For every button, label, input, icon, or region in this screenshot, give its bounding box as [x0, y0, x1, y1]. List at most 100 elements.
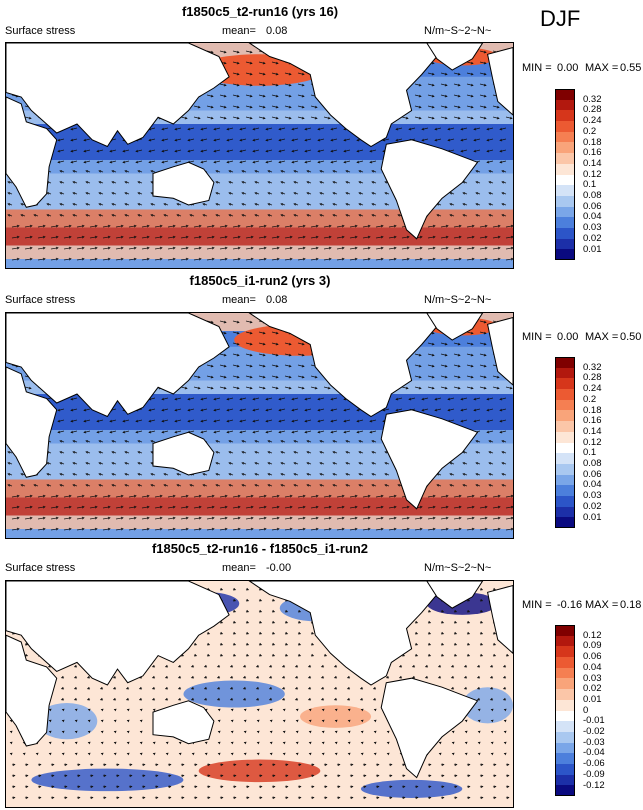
colorbar-tick-label: 0.32 — [583, 361, 602, 373]
colorbar-tick-label: -0.06 — [583, 758, 605, 770]
panel-1-colorbar — [555, 89, 575, 260]
panel-1-units: N/m~S~2~N~ — [424, 25, 492, 37]
land-greenland — [426, 581, 484, 609]
colorbar-tick-label: 0.28 — [583, 372, 602, 384]
panel-2-units: N/m~S~2~N~ — [424, 294, 492, 306]
colorbar-tick-label: 0.16 — [583, 147, 602, 159]
land-greenland — [426, 313, 484, 341]
colorbar-tick-label: 0.09 — [583, 640, 602, 652]
colorbar-tick-label: 0.08 — [583, 458, 602, 469]
stress-anomaly — [462, 687, 513, 724]
stress-anomaly — [183, 680, 285, 708]
colorbar-swatch — [555, 110, 575, 122]
panel-1-variable-label: Surface stress — [5, 25, 76, 37]
stress-band — [6, 227, 513, 246]
land-africa — [6, 366, 58, 478]
land-north-america — [248, 581, 443, 686]
colorbar-tick-label: 0.12 — [583, 629, 602, 641]
colorbar-swatch — [555, 89, 575, 100]
panel-2-title: f1850c5_i1-run2 (yrs 3) — [189, 273, 331, 288]
stress-band — [6, 479, 513, 498]
panel-1-max-value: 0.55 — [620, 62, 642, 74]
land-south-america — [380, 677, 479, 779]
colorbar-tick-label: 0.1 — [583, 447, 597, 459]
colorbar-tick-label: 0 — [583, 704, 589, 716]
colorbar-swatch — [555, 163, 575, 175]
panel-3-mean-label: mean= — [222, 562, 256, 574]
colorbar-tick-label: 0.14 — [583, 425, 602, 437]
colorbar-swatch — [555, 710, 575, 722]
colorbar-swatch — [555, 763, 575, 775]
colorbar-swatch — [555, 206, 575, 218]
panel-3-min-value: -0.16 — [557, 599, 583, 611]
stress-anomaly — [198, 759, 321, 783]
colorbar-swatch — [555, 431, 575, 443]
colorbar-swatch — [555, 495, 575, 507]
colorbar-tick-label: 0.01 — [583, 243, 602, 255]
colorbar-tick-label: 0.18 — [583, 136, 602, 148]
colorbar-swatch — [555, 367, 575, 379]
colorbar-tick-label: 0.02 — [583, 232, 602, 244]
colorbar-tick-label: 0.03 — [583, 490, 602, 502]
colorbar-tick-label: 0.2 — [583, 125, 597, 137]
colorbar-tick-label: 0.14 — [583, 157, 602, 169]
colorbar-tick-label: 0.01 — [583, 693, 602, 705]
colorbar-tick-label: -0.01 — [583, 715, 605, 727]
stress-band — [6, 209, 513, 228]
colorbar-swatch — [555, 667, 575, 679]
colorbar-tick-label: 0.24 — [583, 383, 602, 395]
colorbar-swatch — [555, 174, 575, 186]
land-south-america — [380, 409, 479, 510]
colorbar-tick-label: -0.03 — [583, 736, 605, 748]
colorbar-swatch — [555, 699, 575, 711]
panel-3-max-value: 0.18 — [620, 599, 642, 611]
colorbar-swatch — [555, 753, 575, 764]
land-south-america — [380, 139, 479, 240]
land-asia — [6, 313, 230, 418]
colorbar-tick-label: 0.03 — [583, 222, 602, 234]
colorbar-tick-label: 0.06 — [583, 468, 602, 480]
colorbar-tick-label: -0.09 — [583, 768, 605, 780]
land-north-america — [248, 313, 443, 418]
colorbar-swatch — [555, 646, 575, 658]
colorbar-swatch — [555, 131, 575, 143]
colorbar-tick-label: 0.04 — [583, 661, 602, 673]
stress-band — [6, 529, 513, 538]
panel-2-variable-label: Surface stress — [5, 294, 76, 306]
panel-2-colorbar — [555, 357, 575, 528]
colorbar-tick-label: 0.06 — [583, 200, 602, 212]
panel-1-mean-label: mean= — [222, 25, 256, 37]
colorbar-swatch — [555, 357, 575, 368]
colorbar-swatch — [555, 689, 575, 700]
colorbar-swatch — [555, 678, 575, 690]
colorbar-tick-label: 0.12 — [583, 168, 602, 180]
colorbar-swatch — [555, 410, 575, 422]
colorbar-swatch — [555, 153, 575, 164]
panel-3-max-label: MAX = — [585, 599, 619, 611]
panel-3-units: N/m~S~2~N~ — [424, 562, 492, 574]
colorbar-swatch — [555, 185, 575, 196]
colorbar-swatch — [555, 625, 575, 636]
colorbar-tick-label: 0.03 — [583, 672, 602, 684]
colorbar-tick-label: 0.2 — [583, 393, 597, 405]
colorbar-swatch — [555, 121, 575, 132]
panel-3-variable-label: Surface stress — [5, 562, 76, 574]
land-australia — [152, 700, 215, 745]
panel-2-mean-label: mean= — [222, 294, 256, 306]
land-asia — [6, 43, 230, 148]
colorbar-swatch — [555, 99, 575, 111]
colorbar-tick-label: -0.02 — [583, 726, 605, 737]
panel-2-mean-value: 0.08 — [266, 294, 288, 306]
panel-1-min-value: 0.00 — [557, 62, 579, 74]
colorbar-swatch — [555, 485, 575, 496]
panel-1-title: f1850c5_t2-run16 (yrs 16) — [181, 4, 339, 19]
colorbar-swatch — [555, 378, 575, 390]
colorbar-swatch — [555, 453, 575, 464]
colorbar-tick-label: 0.04 — [583, 211, 602, 223]
stress-band — [6, 497, 513, 516]
land-asia — [6, 581, 230, 686]
colorbar-tick-label: 0.28 — [583, 104, 602, 116]
panel-3-mean-value: -0.00 — [266, 562, 292, 574]
stress-anomaly — [36, 703, 98, 740]
colorbar-swatch — [555, 399, 575, 411]
